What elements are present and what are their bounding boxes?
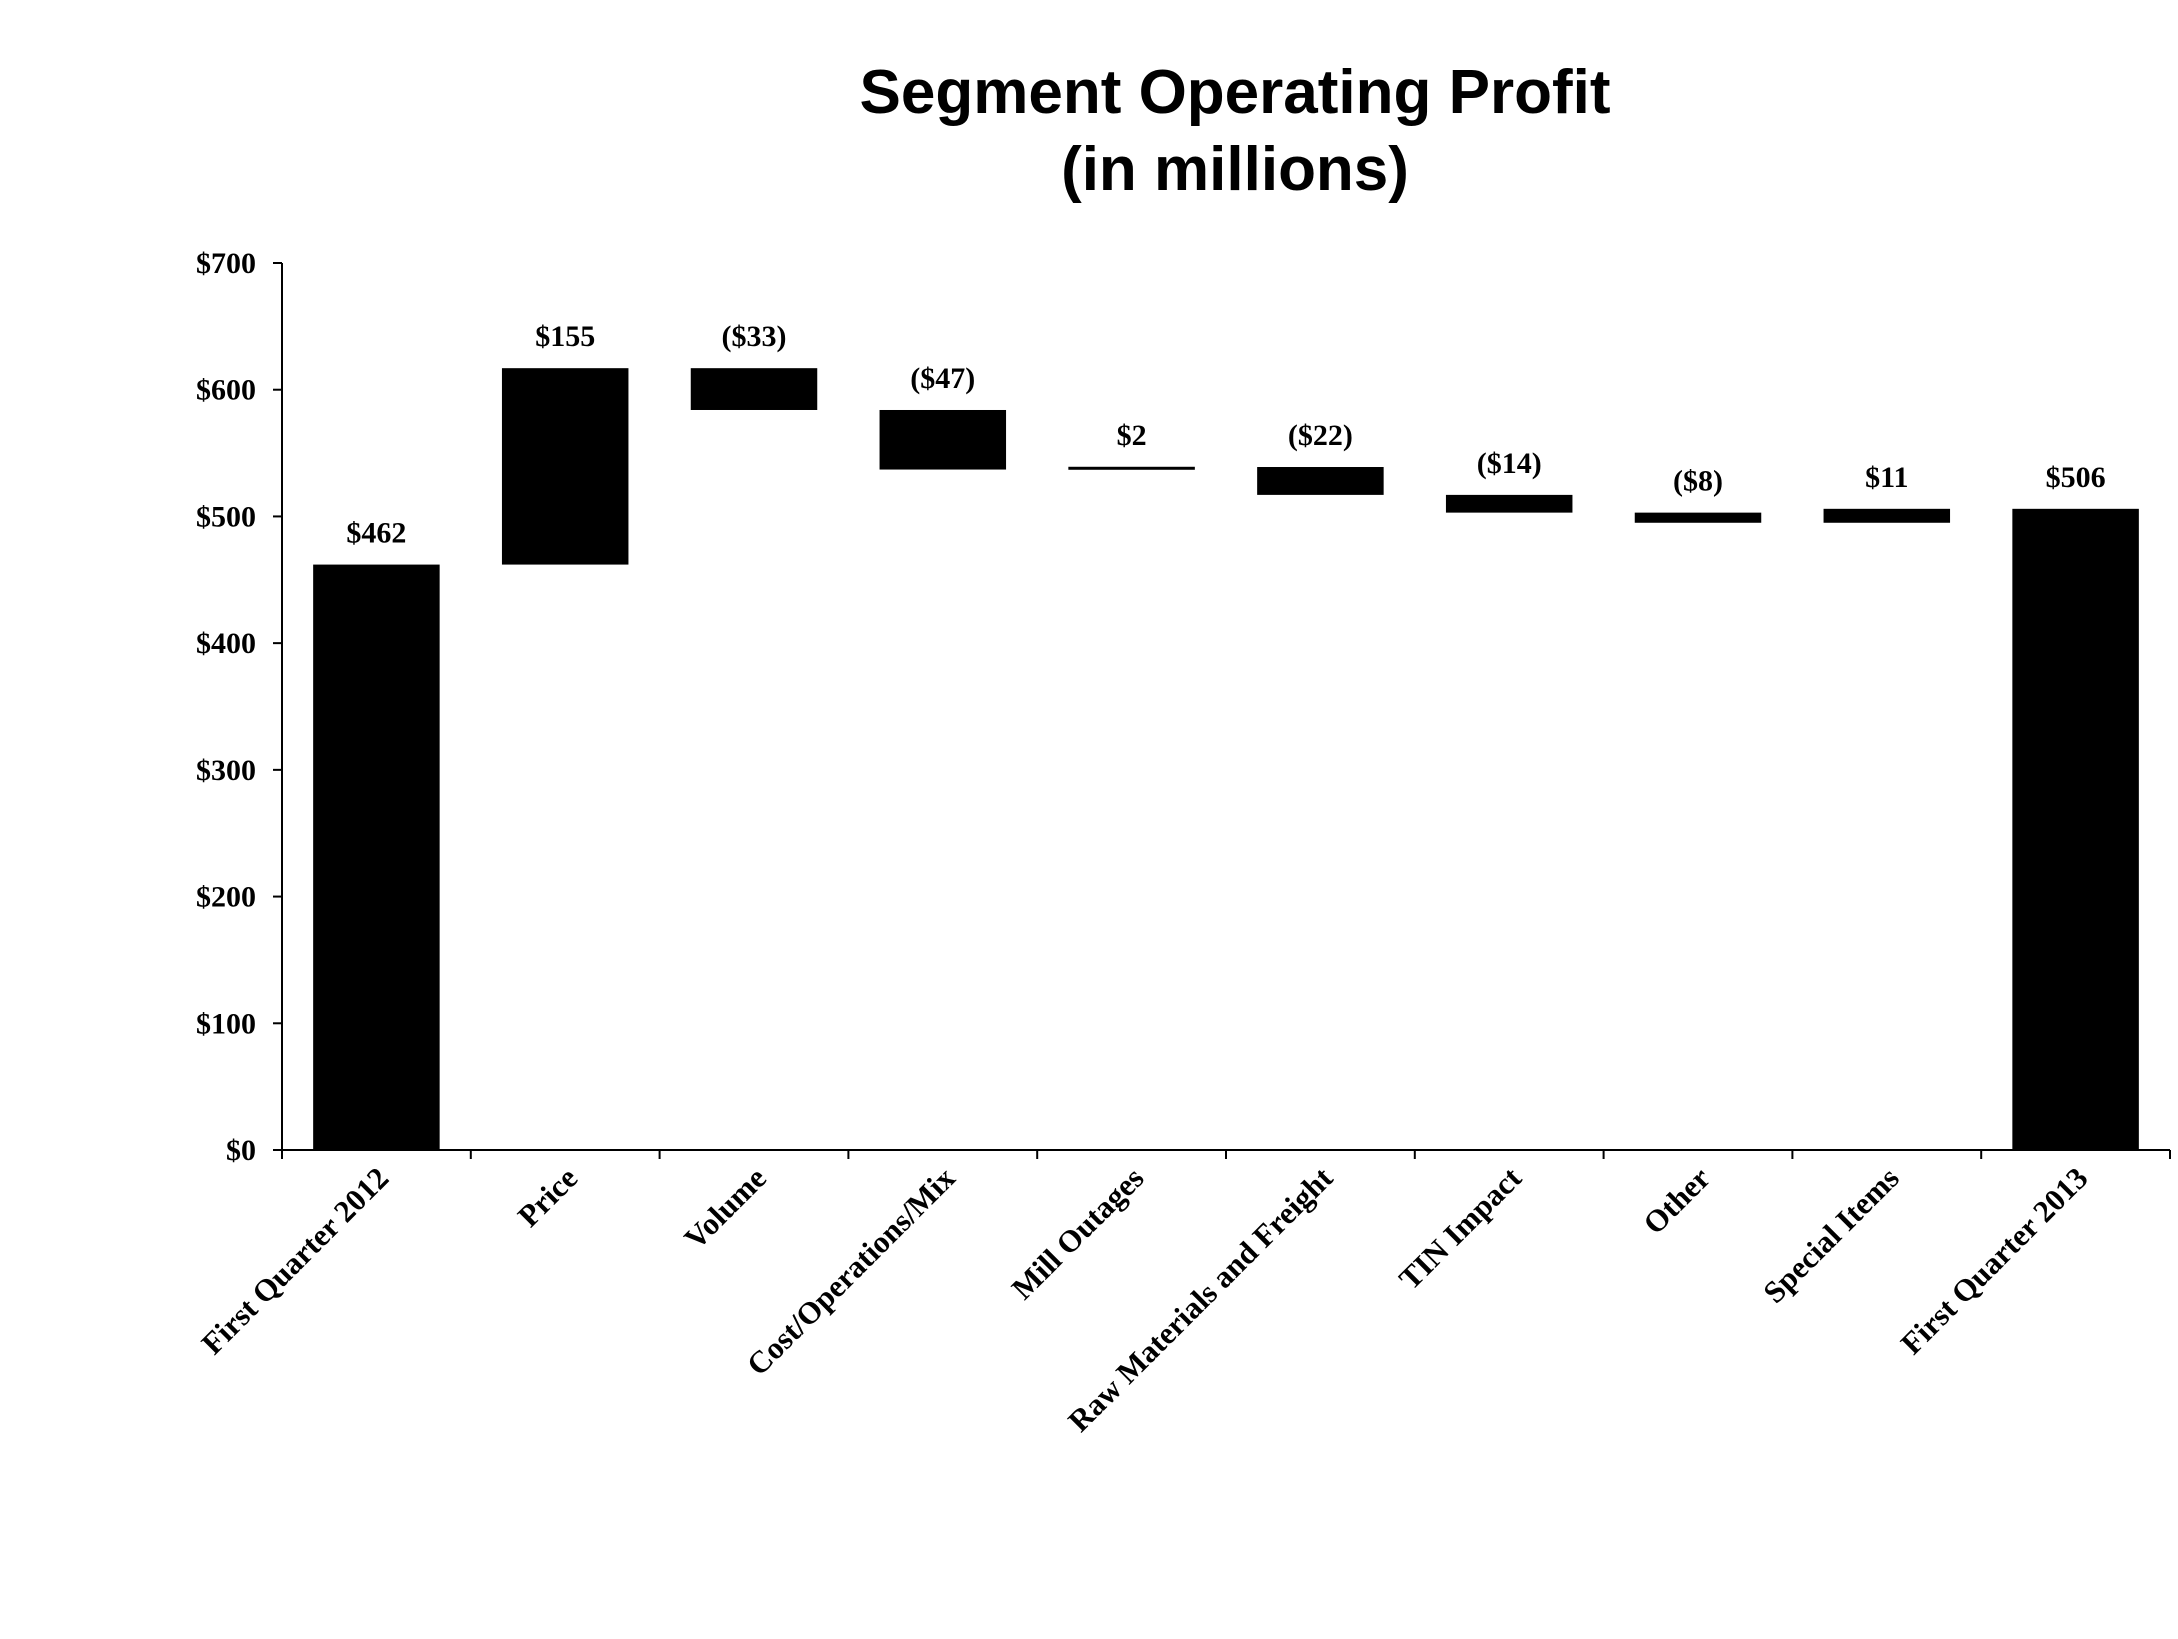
x-tick-label: Volume [677,1160,773,1256]
bar-7 [1634,512,1762,523]
data-label: $11 [1865,461,1908,494]
bar-3 [879,409,1007,470]
bar-9 [2012,508,2139,1151]
bar-6 [1445,494,1573,513]
bar-8 [1823,508,1951,523]
x-tick-label: TIN Impact [1392,1160,1529,1297]
y-tick-label: $300 [196,754,256,787]
bar-0 [313,564,440,1150]
data-label: $462 [346,517,406,550]
bar-4 [1068,466,1195,470]
y-tick-label: $200 [196,881,256,914]
x-tick-label: Cost/Operations/Mix [740,1160,962,1382]
x-tick-label: Special Items [1756,1160,1906,1310]
data-label: $506 [2046,461,2106,494]
data-label: ($14) [1477,447,1542,480]
bar-1 [501,368,629,565]
y-tick-label: $400 [196,627,256,660]
y-tick-label: $600 [196,374,256,407]
x-tick-label: First Quarter 2013 [1894,1160,2095,1361]
data-label: $2 [1117,419,1147,452]
data-label: ($33) [722,320,787,353]
data-label: ($22) [1288,419,1353,452]
y-tick-label: $0 [226,1134,256,1167]
data-label: $155 [535,320,595,353]
x-tick-label: Other [1636,1160,1717,1241]
x-tick-label: Mill Outages [1005,1160,1151,1306]
chart-subtitle: (in millions) [1061,135,1409,204]
y-tick-label: $500 [196,500,256,533]
chart-title: Segment Operating Profit [860,58,1611,127]
x-tick-label: Price [511,1160,584,1233]
bar-2 [690,368,818,410]
y-tick-label: $100 [196,1007,256,1040]
data-label: ($8) [1673,465,1723,498]
data-label: ($47) [910,362,975,395]
x-tick-label: First Quarter 2012 [194,1160,395,1361]
y-tick-label: $700 [196,247,256,280]
bar-5 [1257,467,1384,495]
